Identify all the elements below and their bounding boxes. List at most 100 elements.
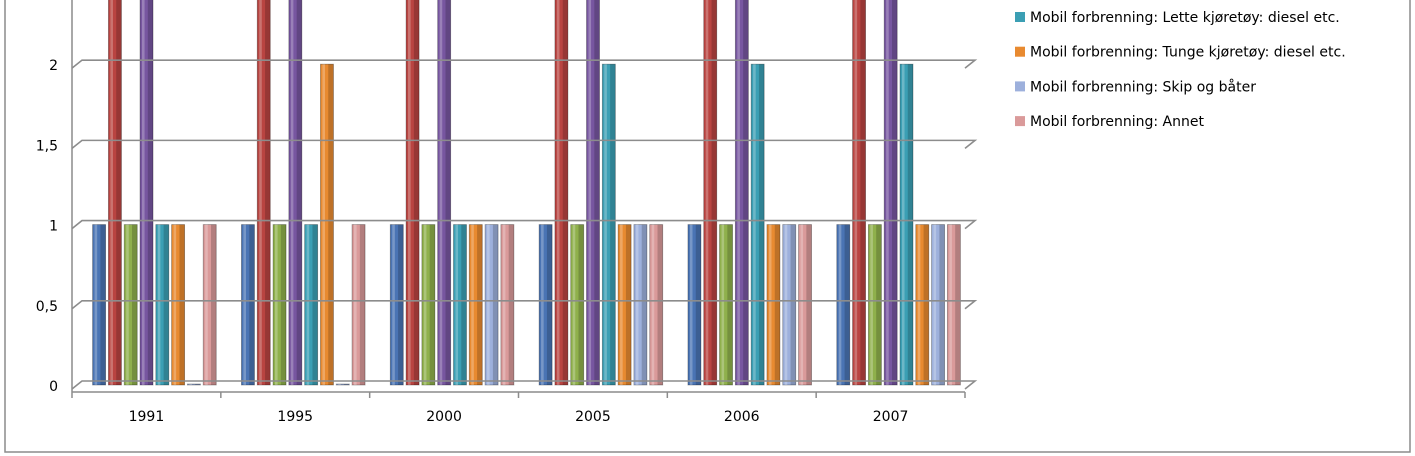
bar-shade	[891, 0, 898, 385]
bar	[867, 224, 882, 386]
bar-highlight	[870, 224, 873, 385]
bar	[139, 0, 154, 386]
bar-highlight	[439, 0, 443, 385]
bar	[601, 63, 616, 386]
bar	[405, 0, 420, 386]
bar-body	[139, 0, 154, 386]
bar-body	[500, 224, 515, 386]
bar-body	[554, 0, 569, 386]
bar-body	[883, 0, 898, 386]
bar-shade	[657, 224, 663, 385]
bar-shade	[147, 0, 154, 385]
bar-body	[202, 224, 217, 386]
bar-body	[320, 63, 334, 386]
bar-shade	[508, 224, 514, 385]
bar-highlight	[189, 384, 192, 385]
bar	[389, 224, 404, 386]
bar	[256, 0, 271, 386]
bar-highlight	[306, 224, 310, 385]
bar-body	[586, 0, 600, 386]
x-tick-label: 1995	[277, 409, 313, 425]
bar-shade	[163, 224, 169, 385]
bar-highlight	[800, 224, 804, 385]
bar	[108, 0, 122, 386]
bar	[703, 0, 718, 386]
bar	[304, 224, 319, 386]
y-tick-label: 0,5	[36, 299, 58, 315]
bar-shade	[296, 0, 302, 385]
bar-highlight	[933, 224, 937, 385]
bar-highlight	[126, 224, 129, 385]
bar	[468, 224, 483, 386]
bar	[554, 0, 569, 386]
bar-highlight	[173, 224, 177, 385]
bar-highlight	[620, 224, 623, 385]
bar-body	[719, 224, 733, 386]
legend-label: Mobil forbrenning: Tunge kjøretøy: diese…	[1030, 45, 1346, 61]
bar-body	[798, 224, 812, 386]
bar-shade	[774, 224, 780, 385]
bar-highlight	[141, 0, 145, 385]
bar-highlight	[322, 64, 325, 386]
bar	[586, 0, 600, 386]
bar-shade	[312, 224, 318, 385]
bar-body	[617, 224, 632, 386]
x-tick-label: 1991	[129, 409, 165, 425]
bar	[538, 224, 553, 386]
bar-highlight	[886, 0, 889, 385]
bar-body	[601, 63, 616, 386]
bar-highlight	[753, 64, 756, 386]
bar	[883, 0, 898, 386]
bar-shade	[594, 0, 600, 385]
legend: Mobil forbrenning: Lette kjøretøy: diese…	[1015, 10, 1346, 130]
bar-body	[171, 224, 186, 386]
bar-shade	[280, 224, 287, 385]
bar-body	[867, 224, 882, 386]
bar	[633, 224, 648, 386]
bar	[202, 224, 217, 386]
bar-highlight	[471, 224, 474, 385]
bar-body	[256, 0, 271, 386]
bar-shade	[328, 64, 334, 386]
bar-body	[437, 0, 452, 386]
y-tick-label: 0	[49, 379, 58, 395]
bar	[335, 383, 350, 386]
bar-highlight	[604, 64, 607, 386]
bar	[187, 383, 201, 386]
bar-body	[570, 224, 585, 386]
bar	[171, 224, 186, 386]
bar-body	[946, 224, 961, 386]
bar-shade	[876, 224, 882, 385]
bar-body	[931, 224, 945, 386]
bar	[798, 224, 812, 386]
bar-highlight	[455, 224, 459, 385]
bar-shade	[211, 224, 217, 385]
bar-shade	[727, 224, 733, 385]
bar-body	[335, 383, 350, 386]
x-tick-label: 2000	[426, 409, 462, 425]
bar	[899, 63, 914, 386]
bar-body	[123, 224, 138, 386]
bar-body	[155, 224, 170, 386]
bar	[437, 0, 452, 386]
bar-shade	[461, 224, 467, 385]
bar-shade	[179, 224, 185, 385]
legend-swatch	[1015, 81, 1025, 92]
bar	[915, 224, 930, 386]
bar-shade	[359, 224, 366, 385]
bar-shade	[806, 224, 812, 385]
bar	[155, 224, 170, 386]
bar-highlight	[737, 0, 740, 385]
bar	[421, 224, 436, 386]
bar-highlight	[705, 0, 709, 385]
bar-body	[899, 63, 914, 386]
bar-shade	[398, 224, 404, 385]
bar-shade	[923, 224, 929, 385]
bar-shade	[610, 64, 616, 386]
bar-highlight	[392, 224, 395, 385]
bar-highlight	[854, 0, 858, 385]
plot-area	[92, 0, 961, 386]
bar-body	[649, 224, 664, 386]
bar-body	[288, 0, 303, 386]
bar-body	[453, 224, 467, 386]
